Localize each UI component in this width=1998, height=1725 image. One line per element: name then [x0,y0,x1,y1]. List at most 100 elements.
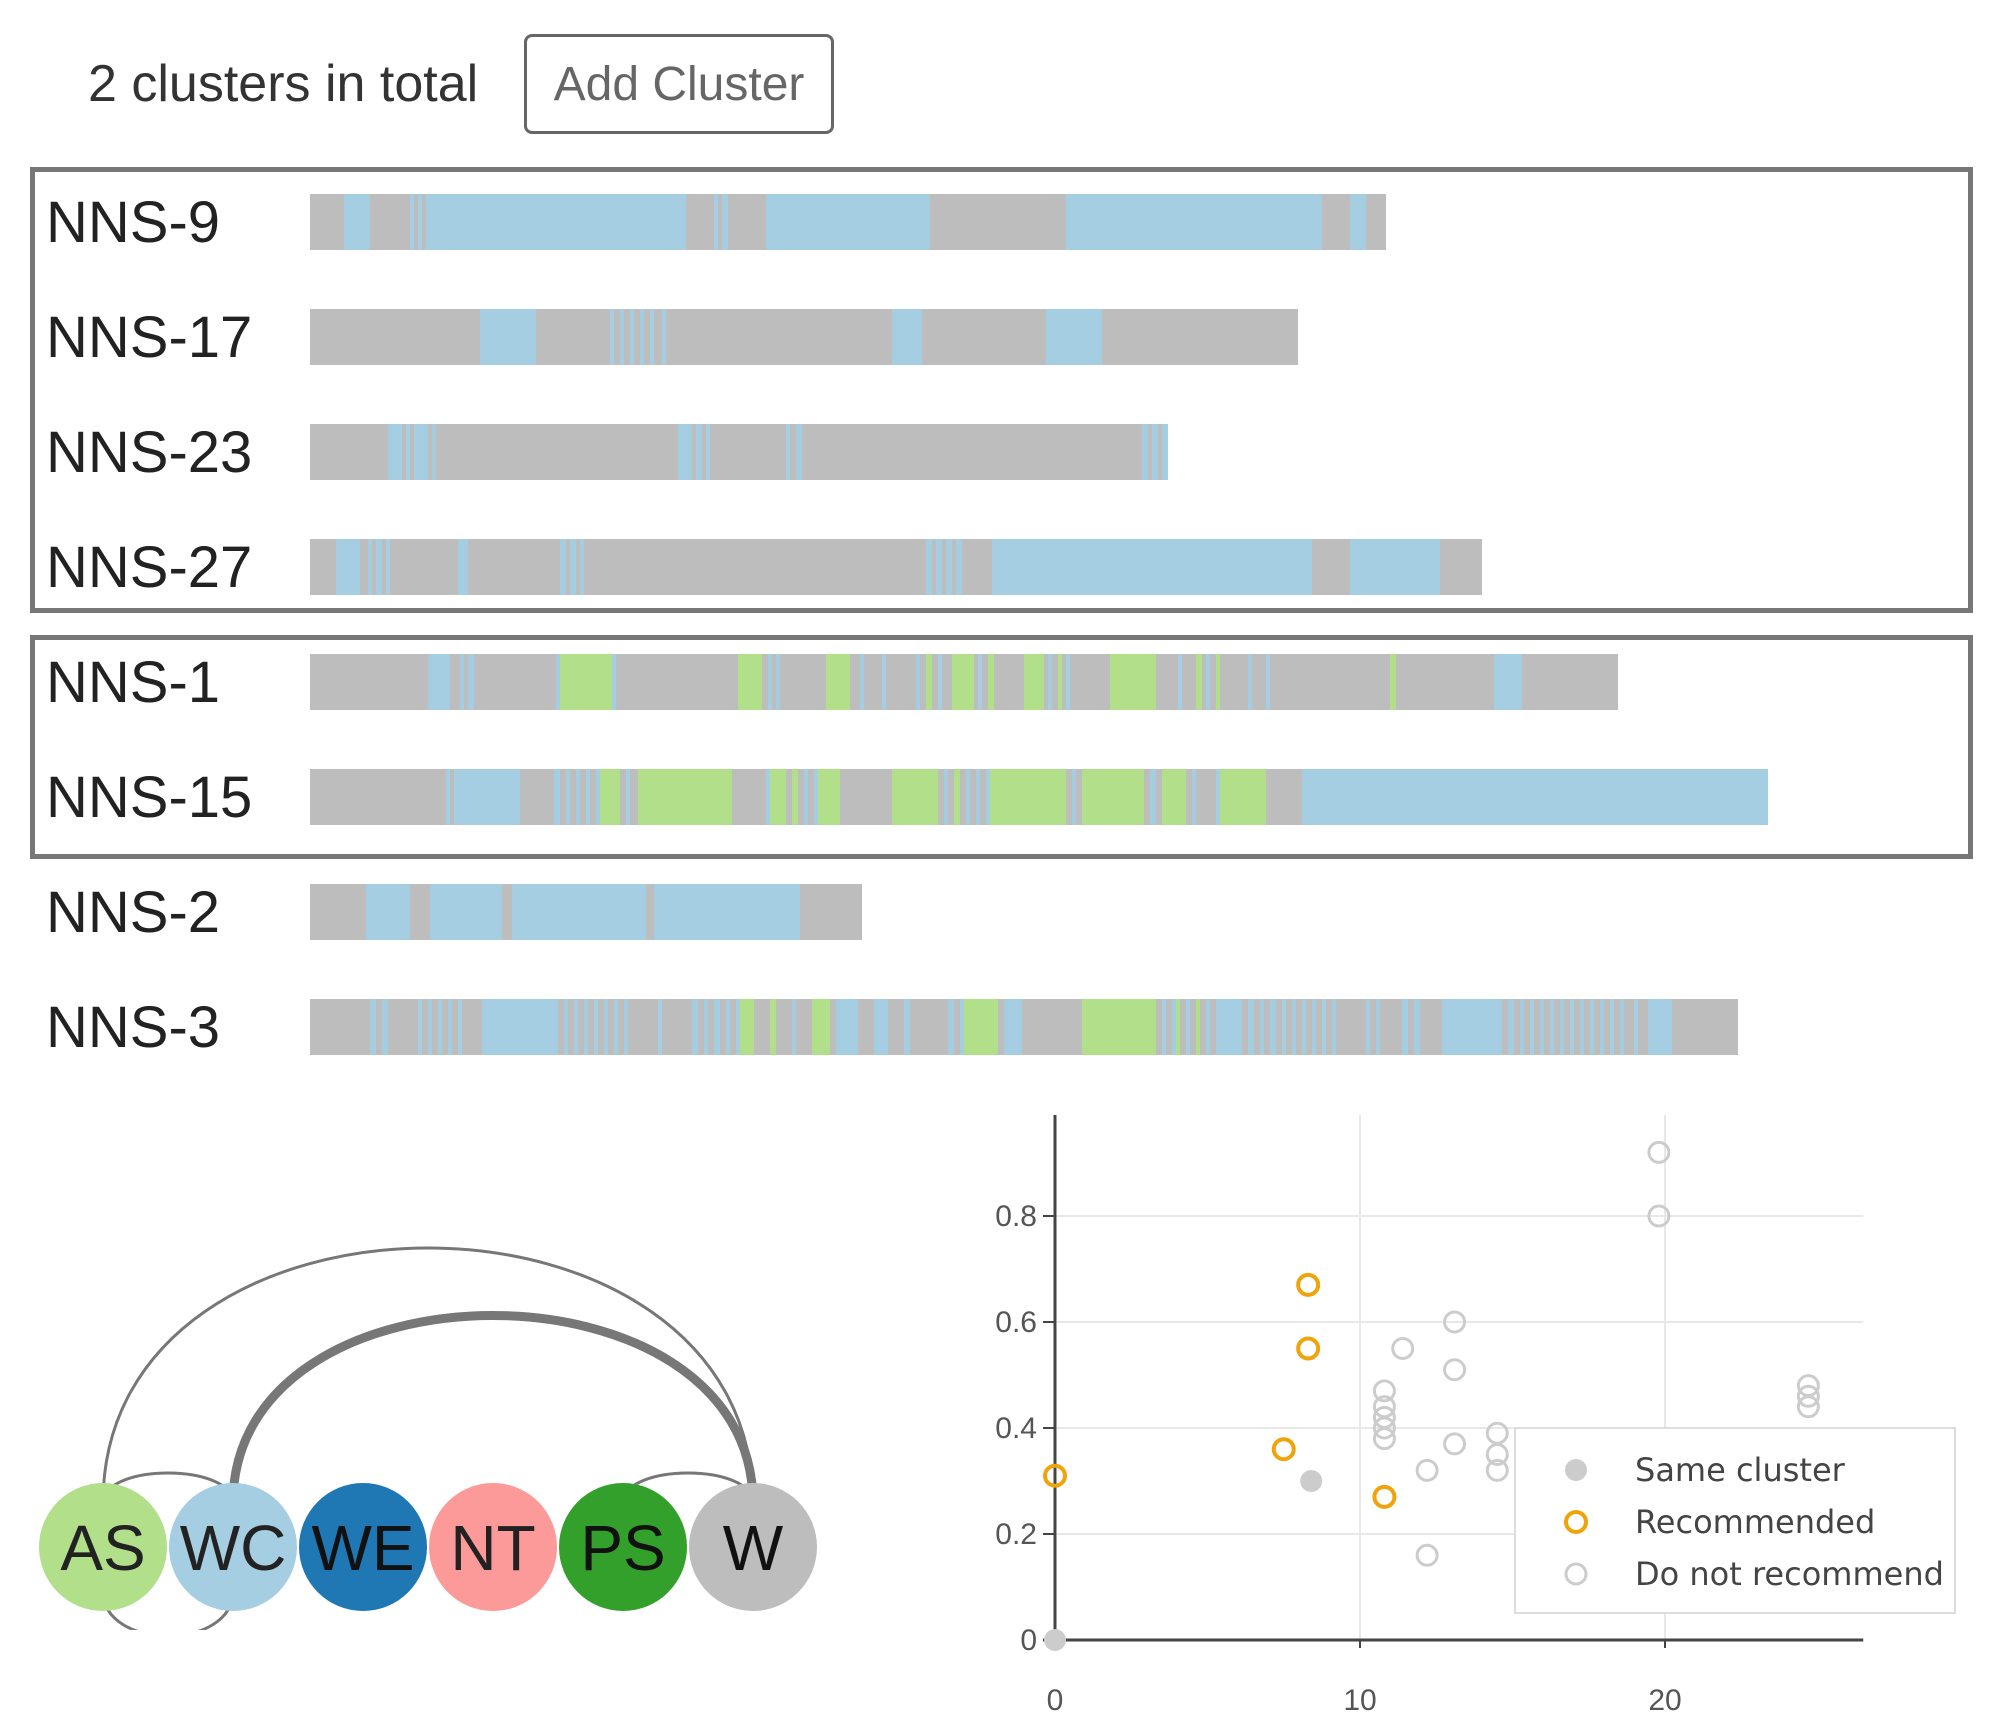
sequence-segment[interactable] [1206,654,1210,710]
sequence-segment[interactable] [402,424,406,480]
sequence-segment[interactable] [598,999,604,1055]
sequence-segment[interactable] [1166,999,1172,1055]
sequence-segment[interactable] [1082,999,1156,1055]
sequence-segment[interactable] [560,769,566,825]
sequence-segment[interactable] [406,424,410,480]
sequence-segment[interactable] [1376,999,1380,1055]
sequence-segment[interactable] [762,654,768,710]
sequence-segment[interactable] [658,999,662,1055]
sequence-segment[interactable] [580,539,584,595]
sequence-segment[interactable] [772,654,776,710]
sequence-segment[interactable] [568,999,574,1055]
sequence-segment[interactable] [978,654,982,710]
scatter-point[interactable] [1372,1427,1396,1451]
sequence-segment[interactable] [1638,999,1648,1055]
cluster-box-2[interactable] [30,635,1973,859]
sequence-segment[interactable] [1530,999,1534,1055]
sequence-segment[interactable] [948,999,954,1055]
sequence-segment[interactable] [1102,309,1298,365]
sequence-segment[interactable] [804,769,808,825]
sequence-segment[interactable] [904,999,910,1055]
scatter-point[interactable] [1443,1432,1467,1456]
sequence-segment[interactable] [678,424,692,480]
sequence-segment[interactable] [1242,999,1248,1055]
sequence-segment[interactable] [988,654,994,710]
sequence-segment[interactable] [370,999,376,1055]
sequence-segment[interactable] [310,769,446,825]
sequence-segment[interactable] [1162,424,1168,480]
sequence-segment[interactable] [1148,424,1152,480]
sequence-segment[interactable] [502,884,512,940]
sequence-segment[interactable] [446,769,450,825]
sequence-segment[interactable] [1550,999,1554,1055]
sequence-segment[interactable] [428,999,432,1055]
sequence-segment[interactable] [468,654,474,710]
sequence-segment[interactable] [1544,999,1550,1055]
sequence-segment[interactable] [1186,769,1192,825]
sequence-segment[interactable] [994,654,1024,710]
sequence-segment[interactable] [1282,999,1286,1055]
sequence-segment[interactable] [718,194,722,250]
sequence-segment[interactable] [566,769,570,825]
sequence-segment[interactable] [1260,999,1264,1055]
sequence-segment[interactable] [1066,769,1072,825]
scatter-point[interactable] [1044,1629,1066,1651]
sequence-bar[interactable] [310,424,1168,480]
sequence-segment[interactable] [1190,999,1196,1055]
sequence-segment[interactable] [588,999,594,1055]
sequence-segment[interactable] [836,999,858,1055]
scatter-point[interactable] [1415,1543,1439,1567]
sequence-segment[interactable] [1066,654,1070,710]
sequence-segment[interactable] [1206,999,1210,1055]
sequence-segment[interactable] [574,999,578,1055]
network-node[interactable] [559,1483,687,1611]
sequence-bar[interactable] [310,309,1298,365]
sequence-segment[interactable] [452,999,458,1055]
scatter-point[interactable] [1796,1384,1820,1408]
legend-label[interactable]: Recommended [1635,1503,1875,1541]
sequence-segment[interactable] [1196,769,1216,825]
sequence-bar[interactable] [310,194,1386,250]
sequence-segment[interactable] [360,539,368,595]
cluster-box-1[interactable] [30,167,1973,613]
sequence-segment[interactable] [736,999,740,1055]
scatter-point[interactable] [1296,1272,1321,1297]
sequence-segment[interactable] [1610,999,1614,1055]
sequence-segment[interactable] [310,309,480,365]
sequence-segment[interactable] [970,769,976,825]
sequence-segment[interactable] [564,999,568,1055]
sequence-segment[interactable] [814,769,818,825]
sequence-segment[interactable] [418,999,422,1055]
sequence-segment[interactable] [766,194,930,250]
sequence-segment[interactable] [960,769,966,825]
sequence-segment[interactable] [1502,999,1508,1055]
sequence-segment[interactable] [474,654,556,710]
sequence-segment[interactable] [336,539,360,595]
sequence-segment[interactable] [1296,999,1302,1055]
sequence-segment[interactable] [1182,654,1196,710]
sequence-segment[interactable] [732,769,766,825]
sequence-segment[interactable] [1176,999,1180,1055]
sequence-segment[interactable] [910,999,948,1055]
sequence-segment[interactable] [1390,654,1396,710]
sequence-segment[interactable] [428,654,450,710]
sequence-segment[interactable] [1270,999,1276,1055]
sequence-segment[interactable] [1152,424,1158,480]
sequence-segment[interactable] [1620,999,1624,1055]
sequence-segment[interactable] [1604,999,1610,1055]
sequence-segment[interactable] [942,539,946,595]
sequence-segment[interactable] [792,769,798,825]
sequence-segment[interactable] [826,654,850,710]
sequence-segment[interactable] [554,769,560,825]
sequence-segment[interactable] [1336,999,1366,1055]
sequence-segment[interactable] [696,424,702,480]
sequence-segment[interactable] [520,769,554,825]
sequence-segment[interactable] [1494,654,1522,710]
sequence-segment[interactable] [944,769,948,825]
sequence-segment[interactable] [590,769,596,825]
sequence-segment[interactable] [974,654,978,710]
sequence-segment[interactable] [570,539,576,595]
legend-marker[interactable] [1564,1562,1588,1586]
sequence-segment[interactable] [802,424,1142,480]
sequence-segment[interactable] [1396,654,1494,710]
